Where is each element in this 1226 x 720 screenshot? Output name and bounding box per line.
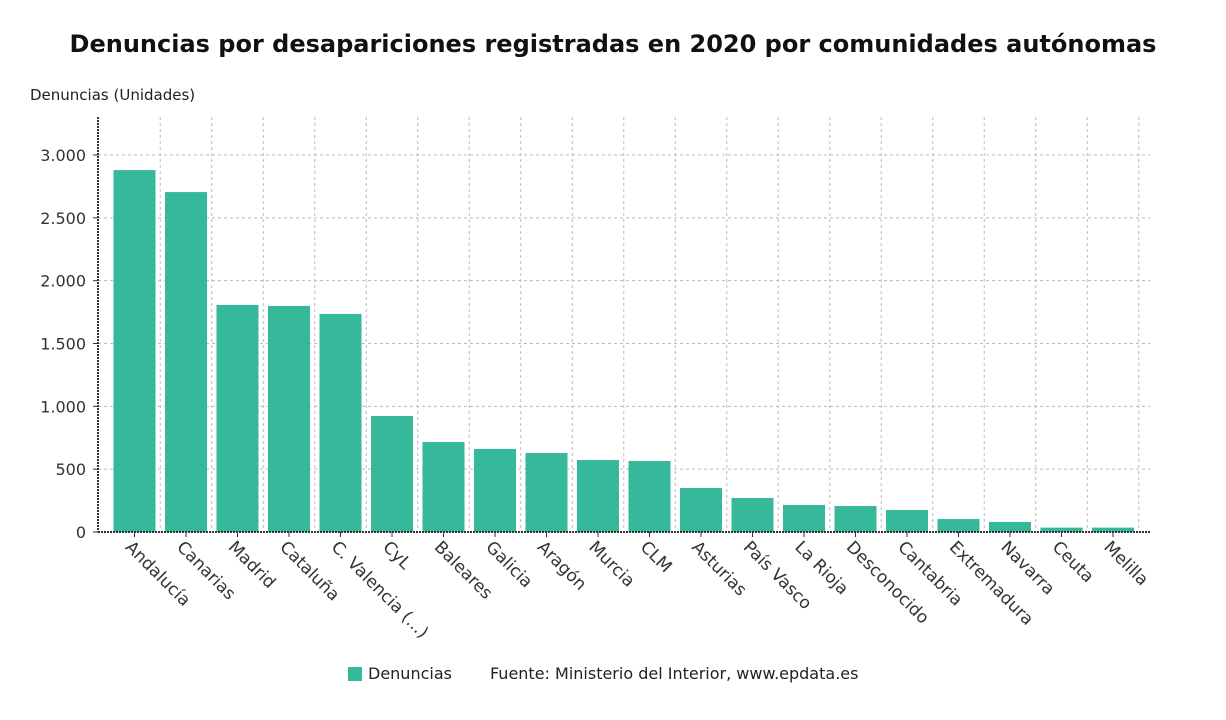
chart-title: Denuncias por desapariciones registradas… — [69, 30, 1157, 58]
x-tick-label: Aragón — [533, 537, 590, 594]
bar — [371, 416, 413, 532]
legend: Denuncias Fuente: Ministerio del Interio… — [348, 664, 858, 683]
bar — [422, 442, 465, 532]
y-tick-label: 0 — [76, 523, 86, 542]
y-tick-label: 500 — [55, 460, 86, 479]
legend-label: Denuncias — [368, 664, 452, 683]
bar — [628, 460, 671, 532]
bar — [1092, 527, 1134, 532]
bar — [1040, 527, 1083, 532]
y-tick-label: 1.500 — [40, 335, 86, 354]
x-tick-label: Asturias — [687, 537, 750, 600]
y-tick-label: 2.500 — [40, 209, 86, 228]
x-tick-label: Ceuta — [1048, 537, 1098, 587]
legend-swatch — [348, 666, 362, 681]
bar — [783, 504, 825, 532]
x-tick-label: CLM — [636, 537, 676, 577]
y-tick-label: 2.000 — [40, 272, 86, 291]
x-tick-label: CyL — [378, 537, 415, 574]
bar — [577, 459, 619, 532]
bar — [216, 304, 259, 532]
bar — [165, 192, 207, 533]
y-tick-label: 1.000 — [40, 397, 86, 416]
x-tick-label: Melilla — [1099, 537, 1152, 590]
y-axis-label: Denuncias (Unidades) — [30, 86, 196, 104]
bar — [268, 305, 310, 532]
bar — [319, 313, 362, 532]
bar — [937, 519, 980, 532]
bar — [989, 521, 1031, 532]
bar — [680, 488, 722, 532]
source-note: Fuente: Ministerio del Interior, www.epd… — [489, 664, 859, 683]
bar — [113, 170, 156, 532]
bar — [474, 448, 516, 532]
x-tick-label: Murcia — [584, 537, 638, 591]
bar — [731, 497, 774, 532]
y-tick-label: 3.000 — [40, 146, 86, 165]
bar — [886, 510, 928, 532]
bar — [525, 452, 568, 532]
bar — [834, 505, 877, 532]
